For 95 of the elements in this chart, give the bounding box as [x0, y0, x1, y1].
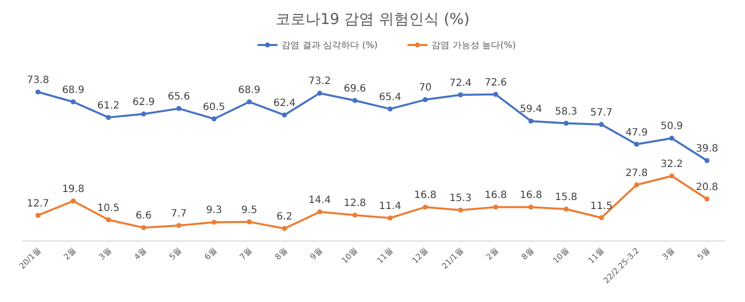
point — [212, 116, 217, 122]
point — [282, 226, 287, 231]
data-label: 9.5 — [241, 204, 258, 216]
data-label: 68.9 — [238, 84, 260, 96]
point — [458, 208, 464, 213]
point — [564, 120, 569, 126]
point — [598, 122, 604, 128]
data-label: 65.4 — [378, 92, 402, 103]
point — [704, 158, 710, 164]
point — [422, 97, 428, 102]
x-tick-label: 8월 — [273, 246, 289, 262]
x-tick-label: 9월 — [308, 246, 324, 262]
point — [422, 204, 428, 210]
legend-label: 감염 결과 심각하다 (%) — [282, 41, 378, 51]
data-label: 57.7 — [590, 108, 612, 119]
point — [212, 220, 217, 225]
point — [388, 215, 393, 220]
data-label: 9.3 — [206, 205, 222, 216]
point — [493, 92, 498, 97]
point — [282, 112, 287, 118]
x-tick-label: 4월 — [132, 246, 148, 262]
x-tick-label: 2월 — [484, 246, 500, 262]
data-label: 68.9 — [62, 84, 84, 96]
data-label: 62.9 — [132, 97, 155, 108]
data-label: 72.6 — [484, 77, 507, 88]
point — [669, 173, 674, 178]
data-label: 14.4 — [308, 194, 331, 206]
data-label: 11.5 — [590, 200, 612, 212]
data-label: 10.5 — [97, 202, 120, 214]
data-label: 62.4 — [273, 98, 296, 110]
point — [528, 204, 534, 210]
data-label: 69.6 — [344, 83, 366, 94]
data-label: 61.2 — [97, 100, 120, 112]
data-label: 15.3 — [449, 193, 472, 204]
point — [141, 112, 146, 117]
data-label: 16.8 — [414, 190, 436, 202]
point — [141, 225, 146, 230]
data-label: 12.8 — [344, 198, 366, 210]
point — [598, 215, 604, 220]
legend-label: 감염 가능성 높다(%) — [432, 41, 516, 51]
x-tick-label: 8월 — [520, 246, 536, 262]
data-label: 19.8 — [62, 184, 84, 196]
data-label: 16.8 — [520, 190, 542, 202]
data-label: 73.8 — [26, 75, 50, 86]
point — [528, 118, 534, 124]
chart-title: 코로나19 감염 위험인식 (%) — [275, 10, 470, 28]
point — [246, 99, 252, 104]
data-label: 59.4 — [520, 104, 542, 116]
data-label: 47.9 — [625, 127, 648, 138]
data-label: 6.6 — [136, 210, 152, 222]
point — [564, 206, 569, 212]
point — [106, 217, 111, 222]
x-tick-label: 3월 — [97, 246, 113, 262]
data-label: 60.5 — [202, 102, 226, 113]
x-tick-label: 3월 — [660, 246, 676, 262]
data-label: 16.8 — [484, 190, 507, 202]
data-label: 6.2 — [276, 211, 292, 222]
point — [493, 204, 498, 210]
x-tick-label: 6월 — [202, 246, 218, 262]
point — [176, 106, 182, 112]
x-tick-label: 5월 — [696, 246, 712, 262]
data-label: 27.8 — [625, 168, 648, 179]
point — [106, 114, 111, 120]
point — [246, 219, 252, 224]
point — [317, 90, 322, 96]
point — [634, 182, 640, 188]
data-label: 39.8 — [696, 144, 718, 155]
point — [458, 92, 464, 98]
x-tick-label: 7월 — [238, 246, 254, 262]
data-label: 11.4 — [378, 200, 402, 212]
data-label: 65.6 — [168, 92, 190, 103]
point — [352, 98, 358, 103]
x-tick-label: 2월 — [62, 246, 78, 262]
point — [704, 196, 710, 202]
data-label: 58.3 — [555, 106, 578, 118]
point — [176, 222, 182, 228]
data-label: 12.7 — [26, 198, 50, 210]
point — [634, 142, 640, 147]
point — [352, 212, 358, 218]
point — [388, 106, 393, 112]
point — [70, 99, 76, 104]
data-label: 7.7 — [170, 208, 187, 220]
data-label: 20.8 — [696, 182, 718, 194]
data-label: 70 — [418, 82, 432, 94]
data-label: 73.2 — [308, 76, 331, 88]
data-label: 15.8 — [555, 192, 578, 204]
point — [317, 209, 322, 214]
data-label: 72.4 — [449, 78, 472, 89]
x-tick-label: 5월 — [168, 246, 184, 262]
point — [70, 198, 76, 204]
point — [36, 212, 40, 218]
data-label: 50.9 — [660, 121, 683, 132]
point — [669, 136, 674, 141]
point — [36, 90, 40, 94]
data-label: 32.2 — [660, 158, 683, 170]
